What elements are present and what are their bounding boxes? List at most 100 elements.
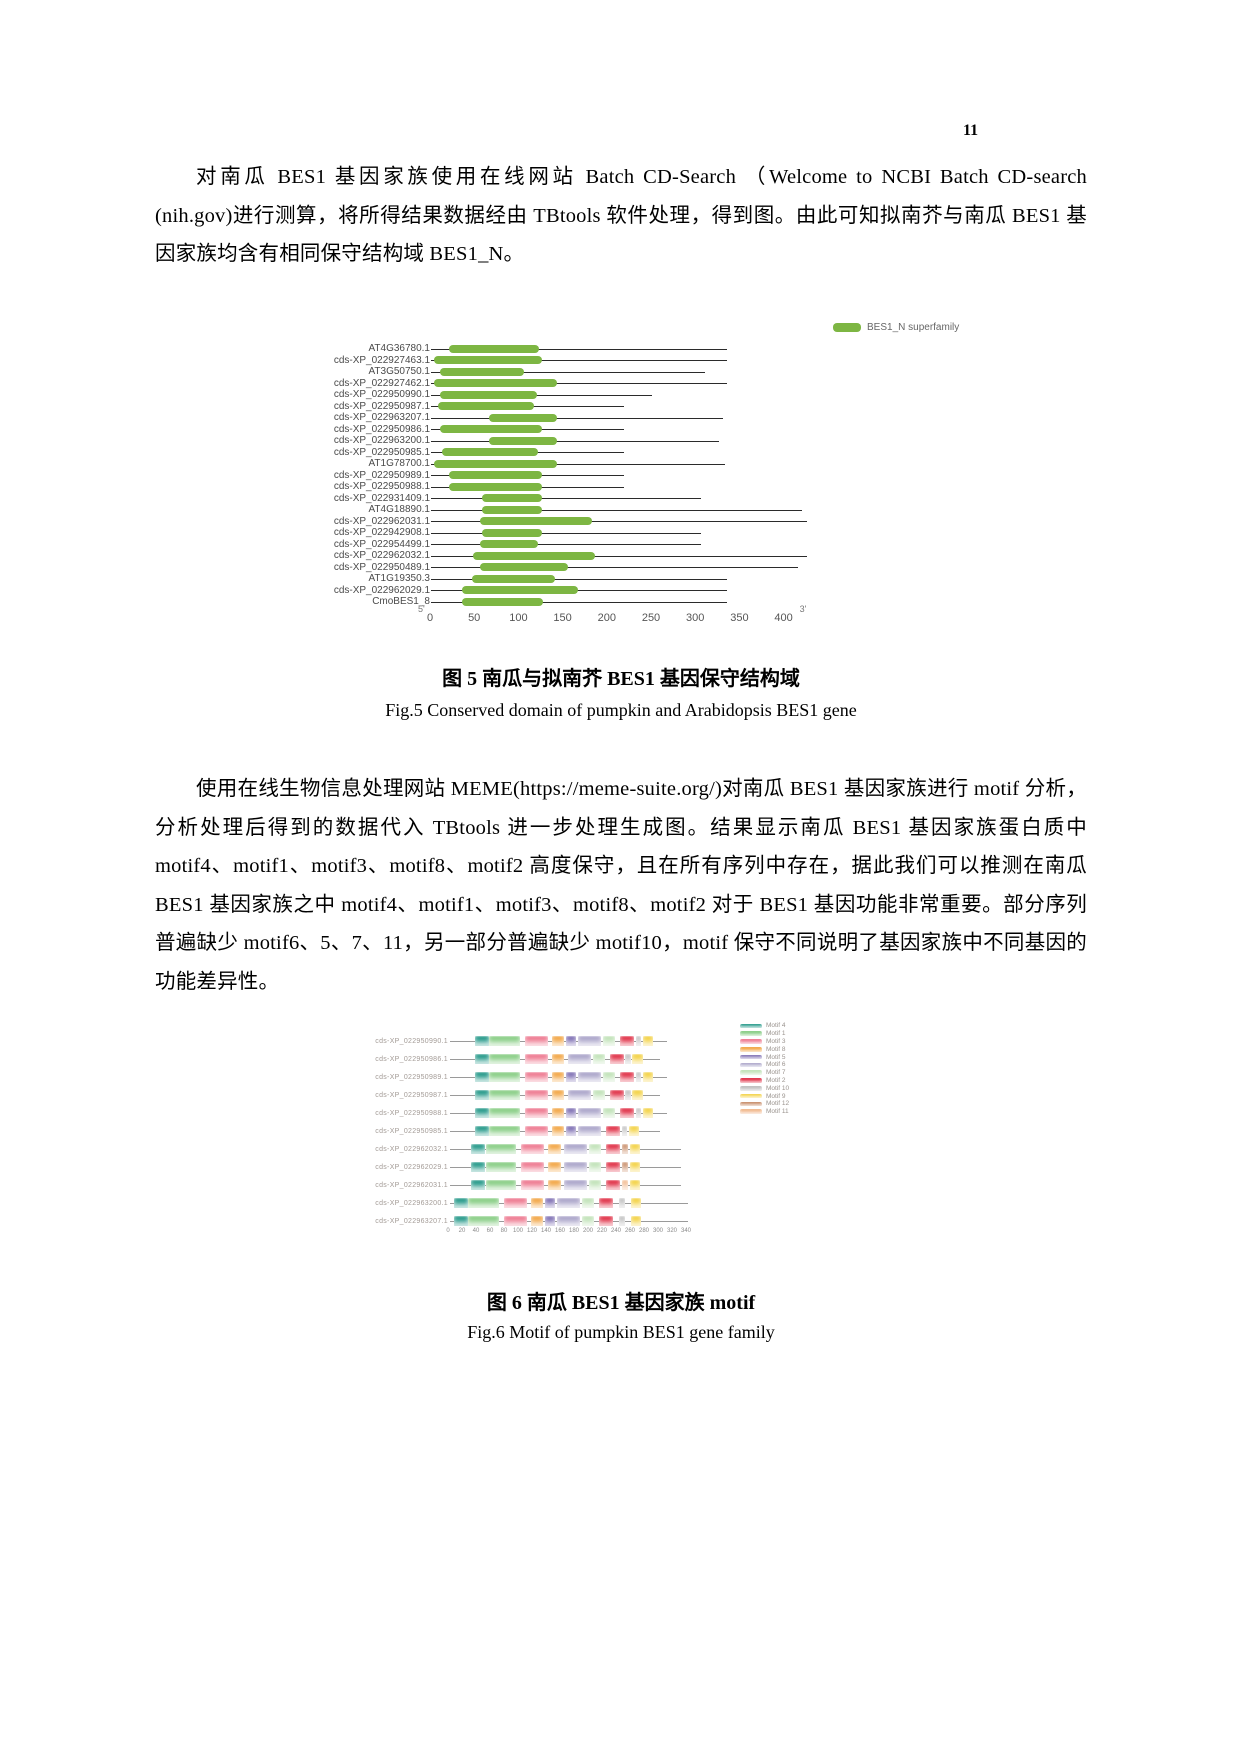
motif-block — [578, 1126, 602, 1136]
gene-row: cds-XP_022950489.1 — [270, 562, 831, 574]
legend-label: Motif 11 — [766, 1108, 789, 1116]
legend-swatch — [740, 1093, 762, 1099]
gene-row: cds-XP_022931409.1 — [270, 493, 831, 505]
gene-length-line — [431, 567, 798, 568]
motif-track — [450, 1086, 700, 1104]
sequence-label: cds-XP_022950985.1 — [375, 1127, 448, 1135]
motif-block — [582, 1198, 595, 1208]
motif-block — [622, 1162, 628, 1172]
motif-track — [450, 1140, 700, 1158]
gene-length-line — [431, 498, 701, 499]
motif-block — [589, 1180, 602, 1190]
x-tick-label: 300 — [652, 1228, 664, 1234]
motif-block — [609, 1054, 624, 1064]
gene-track — [431, 378, 831, 390]
x-tick-label: 160 — [554, 1228, 566, 1234]
legend-label: Motif 5 — [766, 1053, 786, 1061]
sequence-label: cds-XP_022963200.1 — [375, 1199, 448, 1207]
legend-label: Motif 1 — [766, 1030, 786, 1038]
gene-label: cds-XP_022963207.1 — [333, 412, 430, 424]
domain-bar — [433, 459, 557, 468]
sequence-label: cds-XP_022950990.1 — [375, 1037, 448, 1045]
gene-track — [431, 458, 831, 470]
paragraph-batch-cd-search: 对南瓜 BES1 基因家族使用在线网站 Batch CD-Search （Wel… — [155, 166, 1087, 265]
legend-swatch — [740, 1054, 762, 1060]
gene-row: AT1G78700.1 — [270, 458, 831, 470]
legend-item: Motif 11 — [740, 1108, 789, 1116]
motif-block — [620, 1036, 635, 1046]
gene-length-line — [431, 521, 807, 522]
motif-block — [521, 1144, 545, 1154]
gene-length-line — [431, 544, 701, 545]
motif-block — [629, 1180, 641, 1190]
motif-block — [524, 1126, 548, 1136]
motif-block — [548, 1180, 561, 1190]
gene-length-line — [431, 601, 728, 603]
gene-row: cds-XP_022950989.1 — [270, 470, 831, 482]
x-tick-label: 320 — [666, 1228, 678, 1234]
motif-block — [544, 1198, 555, 1208]
gene-label: cds-XP_022962031.1 — [333, 515, 430, 527]
x-tick-label: 260 — [624, 1228, 636, 1234]
legend-item: Motif 2 — [740, 1077, 789, 1085]
legend-swatch — [740, 1070, 762, 1075]
motif-block — [468, 1198, 499, 1208]
motif-block — [578, 1072, 602, 1082]
motif-block — [524, 1072, 548, 1082]
legend-item: Motif 10 — [740, 1084, 789, 1092]
motif-block — [619, 1198, 625, 1208]
motif-block — [642, 1072, 653, 1082]
legend-swatch — [740, 1062, 762, 1068]
motif-block — [603, 1072, 616, 1082]
legend-swatch — [740, 1039, 762, 1044]
legend-swatch — [740, 1047, 762, 1052]
x-tick-label: 100 — [512, 1228, 524, 1234]
motif-block — [565, 1126, 576, 1136]
legend-item: Motif 1 — [740, 1030, 789, 1038]
motif-block — [485, 1162, 517, 1172]
motif-row: cds-XP_022950989.1 — [360, 1068, 700, 1086]
motif-block — [630, 1198, 642, 1208]
motif-block — [619, 1216, 625, 1226]
gene-row: cds-XP_022950987.1 — [270, 401, 831, 413]
motif-block — [564, 1180, 588, 1190]
gene-length-line — [431, 590, 728, 591]
x-tick-label: 280 — [638, 1228, 650, 1234]
motif-block — [530, 1216, 544, 1226]
motif-track — [450, 1032, 700, 1050]
gene-label: cds-XP_022954499.1 — [333, 538, 430, 550]
motif-block — [474, 1072, 489, 1082]
figure5-x-axis: 0 50 100 150 200 250 300 350 400 5' 3' — [418, 604, 850, 628]
gene-label: cds-XP_022950988.1 — [333, 481, 430, 493]
motif-block — [521, 1180, 545, 1190]
gene-track — [431, 527, 831, 539]
gene-label: AT4G18890.1 — [368, 504, 430, 516]
figure6-caption-zh: 图 6 南瓜 BES1 基因家族 motif — [486, 1292, 756, 1314]
paragraph-meme-motif: 使用在线生物信息处理网站 MEME(https://meme-suite.org… — [155, 778, 1087, 993]
motif-row: cds-XP_022950986.1 — [360, 1050, 700, 1068]
x-tick-label: 60 — [486, 1228, 494, 1234]
motif-block — [551, 1126, 565, 1136]
legend-label: Motif 7 — [766, 1069, 786, 1077]
gene-track — [431, 562, 831, 574]
motif-block — [599, 1198, 614, 1208]
gene-length-line — [431, 555, 807, 557]
motif-block — [474, 1090, 489, 1100]
motif-track — [450, 1104, 700, 1122]
motif-block — [622, 1144, 628, 1154]
motif-row: cds-XP_022962032.1 — [360, 1140, 700, 1158]
gene-label: cds-XP_022963200.1 — [333, 435, 430, 447]
gene-track — [431, 389, 831, 401]
legend-label: Motif 2 — [766, 1076, 786, 1084]
legend-swatch — [740, 1101, 762, 1107]
gene-track — [431, 401, 831, 413]
gene-track — [431, 550, 831, 562]
motif-row: cds-XP_022963200.1 — [360, 1194, 700, 1212]
motif-row: cds-XP_022950988.1 — [360, 1104, 700, 1122]
motif-block — [642, 1108, 653, 1118]
gene-track — [431, 355, 831, 367]
motif-block — [557, 1216, 581, 1226]
legend-swatch — [740, 1078, 762, 1083]
gene-track — [431, 366, 831, 378]
motif-block — [565, 1108, 576, 1118]
